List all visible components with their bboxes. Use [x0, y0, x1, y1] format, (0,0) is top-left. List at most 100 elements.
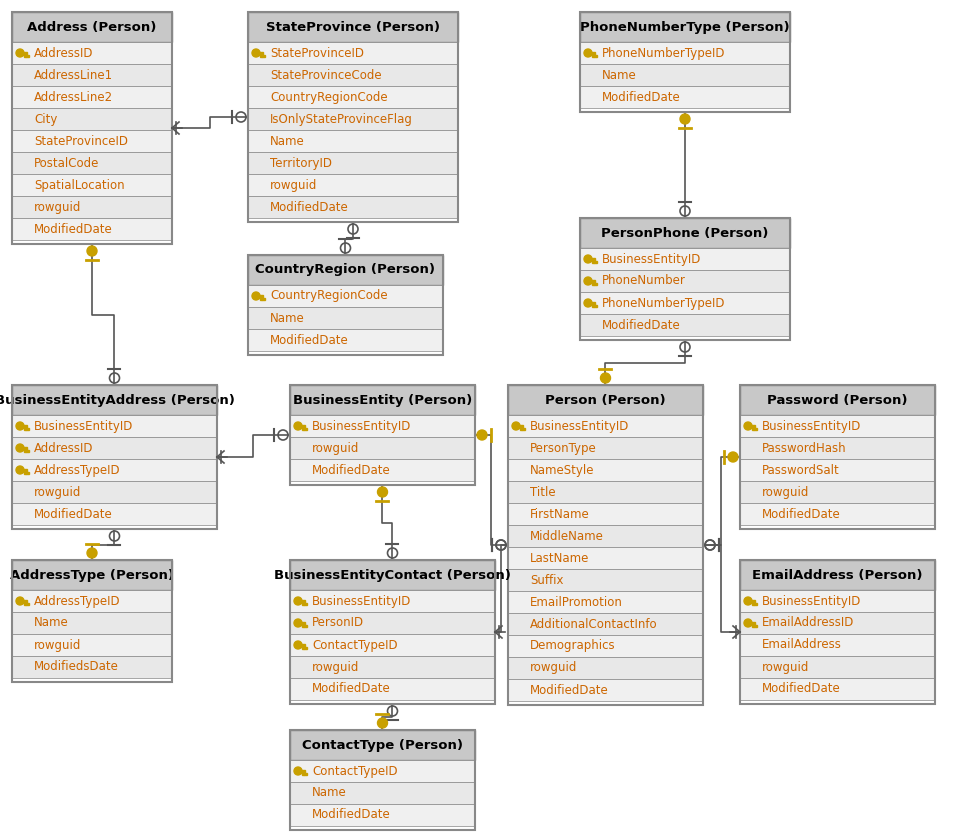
Bar	[24, 428, 27, 430]
Text: AddressLine2: AddressLine2	[34, 91, 113, 103]
Text: FirstName: FirstName	[530, 508, 589, 520]
Bar	[594, 260, 597, 263]
Bar	[579, 248, 789, 270]
Circle shape	[583, 49, 592, 57]
Text: StateProvinceID: StateProvinceID	[270, 47, 364, 59]
Bar	[27, 54, 29, 57]
Bar	[290, 385, 475, 485]
Bar	[262, 54, 265, 57]
Text: EmailAddress (Person): EmailAddress (Person)	[752, 569, 922, 581]
Bar	[516, 425, 522, 428]
Bar	[579, 42, 789, 64]
Bar	[507, 613, 702, 635]
Bar	[12, 12, 172, 42]
Bar	[290, 730, 475, 830]
Text: PersonType: PersonType	[530, 441, 597, 455]
Circle shape	[16, 444, 24, 452]
Bar	[304, 625, 307, 627]
Bar	[12, 64, 172, 86]
Bar	[579, 218, 789, 340]
Bar	[24, 471, 27, 474]
Bar	[297, 600, 305, 602]
Bar	[592, 260, 594, 263]
Bar	[740, 481, 934, 503]
Bar	[248, 307, 442, 329]
Bar	[12, 12, 172, 244]
Text: rowguid: rowguid	[530, 661, 577, 675]
Circle shape	[743, 597, 751, 605]
Text: SpatialLocation: SpatialLocation	[34, 178, 125, 192]
Text: Demographics: Demographics	[530, 640, 615, 652]
Bar	[290, 385, 475, 415]
Bar	[290, 415, 475, 437]
Circle shape	[294, 619, 302, 627]
Text: PhoneNumberTypeID: PhoneNumberTypeID	[601, 297, 724, 309]
Circle shape	[377, 718, 387, 728]
Bar	[12, 174, 172, 196]
Bar	[579, 64, 789, 86]
Text: ModifiedDate: ModifiedDate	[312, 464, 391, 476]
Circle shape	[377, 487, 387, 497]
Bar	[579, 314, 789, 336]
Bar	[587, 258, 595, 260]
Circle shape	[512, 422, 519, 430]
Bar	[248, 12, 457, 42]
Text: ModifiedDate: ModifiedDate	[312, 682, 391, 696]
Text: ModifiedDate: ModifiedDate	[601, 91, 680, 103]
Bar	[290, 656, 495, 678]
Bar	[302, 625, 304, 627]
Bar	[27, 428, 29, 430]
Text: BusinessEntityID: BusinessEntityID	[530, 420, 629, 433]
Circle shape	[252, 49, 260, 57]
Bar	[507, 569, 702, 591]
Text: ModifiedDate: ModifiedDate	[34, 223, 112, 235]
Bar	[507, 437, 702, 459]
Bar	[507, 525, 702, 547]
Circle shape	[294, 767, 302, 775]
Bar	[290, 782, 475, 804]
Bar	[579, 86, 789, 108]
Text: PhoneNumberTypeID: PhoneNumberTypeID	[601, 47, 724, 59]
Bar	[12, 590, 172, 612]
Bar	[302, 428, 304, 430]
Text: ModifiedDate: ModifiedDate	[761, 682, 840, 696]
Bar	[12, 415, 216, 437]
Circle shape	[583, 255, 592, 263]
Text: PasswordHash: PasswordHash	[761, 441, 845, 455]
Circle shape	[252, 292, 260, 300]
Circle shape	[743, 619, 751, 627]
Bar	[12, 130, 172, 152]
Bar	[290, 560, 495, 590]
Text: StateProvinceID: StateProvinceID	[34, 134, 128, 148]
Text: ContactType (Person): ContactType (Person)	[302, 738, 462, 751]
Text: ModifiedDate: ModifiedDate	[761, 508, 840, 520]
Text: ContactTypeID: ContactTypeID	[312, 765, 397, 777]
Bar	[754, 428, 757, 430]
Bar	[12, 560, 172, 682]
Bar	[12, 42, 172, 64]
Bar	[740, 385, 934, 529]
Bar	[304, 772, 307, 775]
Bar	[12, 634, 172, 656]
Bar	[20, 446, 27, 450]
Bar	[592, 304, 594, 307]
Text: BusinessEntityContact (Person): BusinessEntityContact (Person)	[274, 569, 511, 581]
Text: rowguid: rowguid	[761, 485, 808, 499]
Text: NameStyle: NameStyle	[530, 464, 594, 476]
Bar	[248, 108, 457, 130]
Bar	[507, 591, 702, 613]
Bar	[302, 602, 304, 605]
Text: PhoneNumberType (Person): PhoneNumberType (Person)	[579, 21, 789, 33]
Bar	[290, 678, 495, 700]
Text: rowguid: rowguid	[312, 441, 359, 455]
Text: EmailPromotion: EmailPromotion	[530, 595, 622, 609]
Bar	[579, 12, 789, 112]
Circle shape	[583, 277, 592, 285]
Bar	[304, 646, 307, 649]
Bar	[751, 625, 754, 627]
Bar	[248, 42, 457, 64]
Text: Password (Person): Password (Person)	[766, 394, 907, 406]
Text: ModifiedsDate: ModifiedsDate	[34, 661, 119, 674]
Bar	[297, 425, 305, 428]
Text: StateProvinceCode: StateProvinceCode	[270, 68, 381, 82]
